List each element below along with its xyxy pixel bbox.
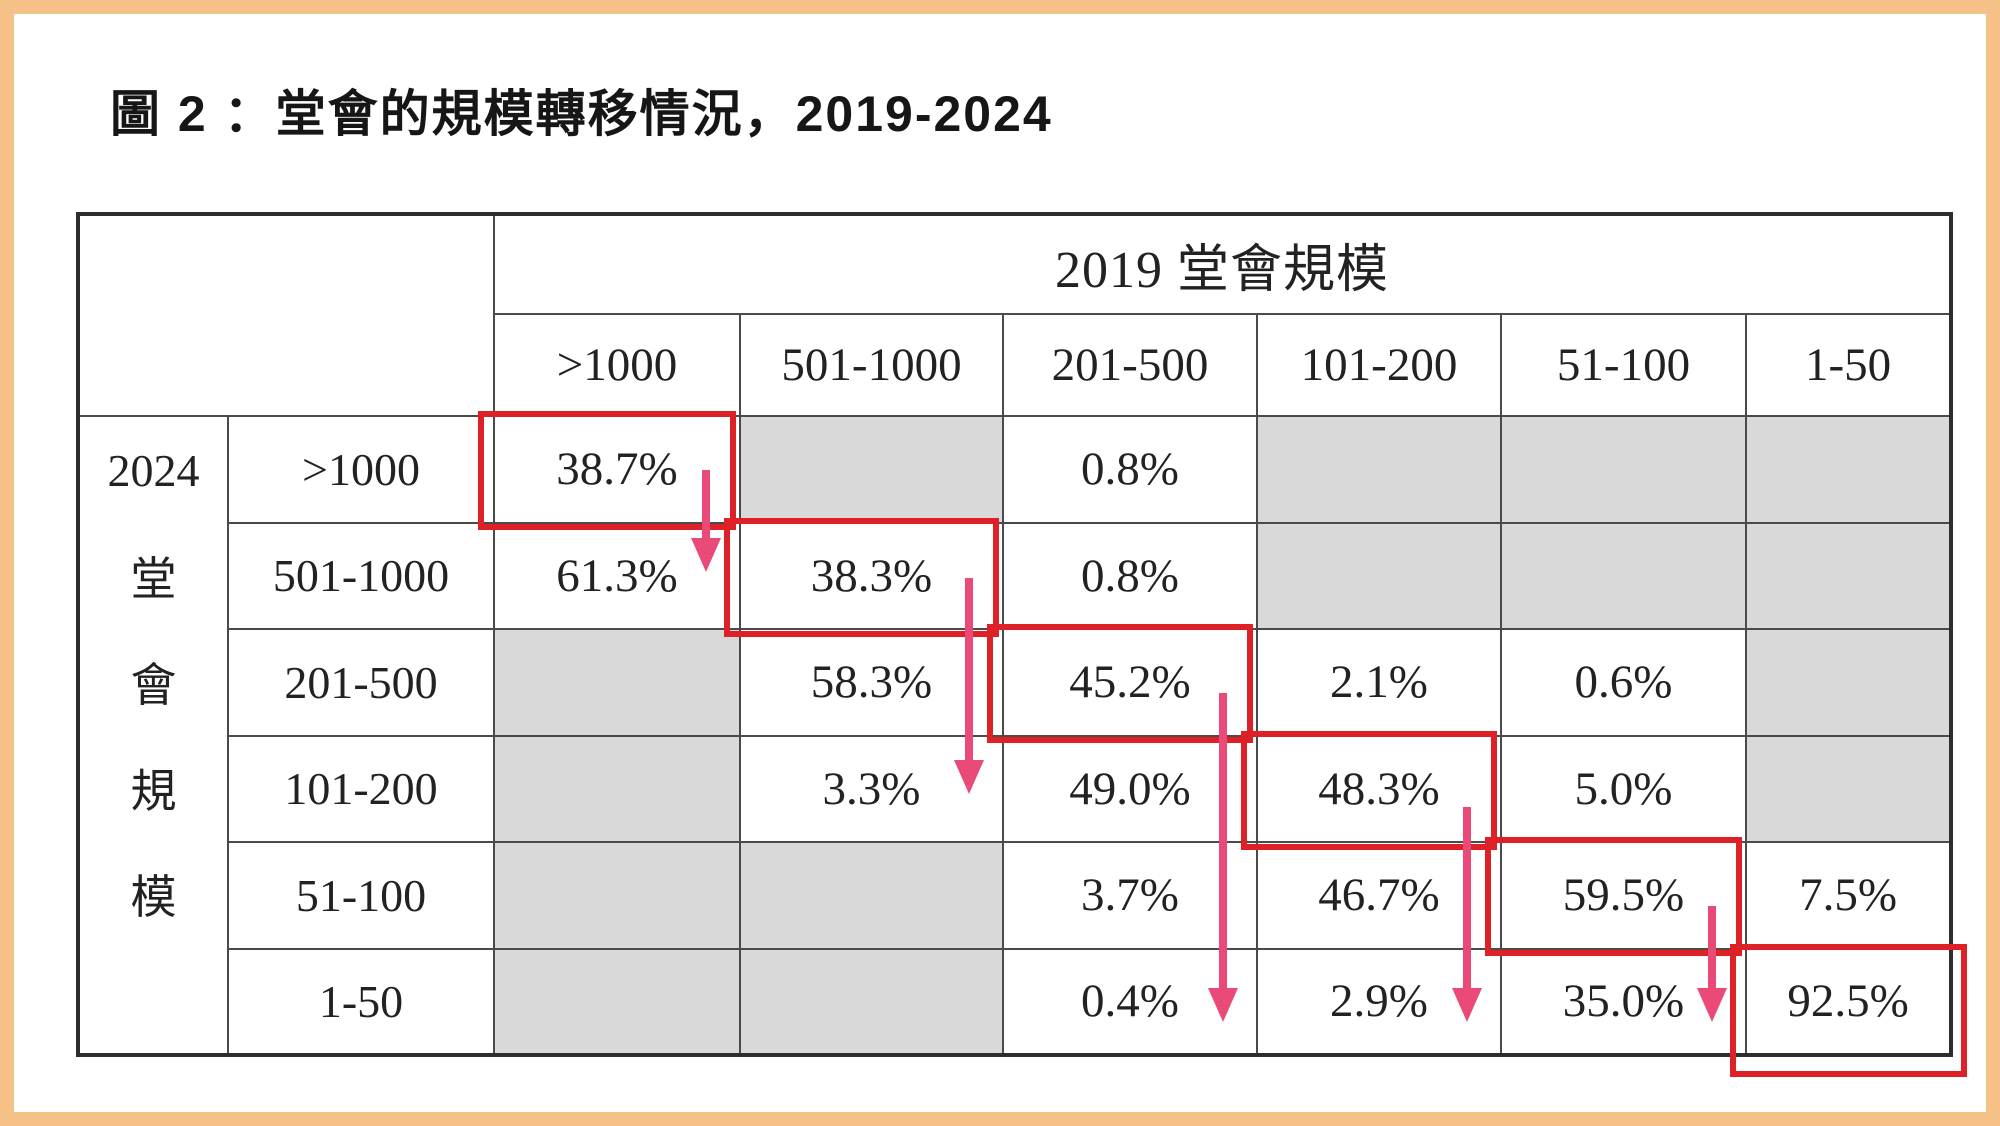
row-group-char: 規	[130, 766, 177, 817]
column-header: 51-100	[1500, 313, 1747, 417]
group-header-row: 2019 堂會規模	[77, 213, 1953, 417]
row-header: >1000	[227, 415, 495, 524]
empty-cell	[739, 841, 1004, 950]
table-row: 201-500 58.3% 45.2% 2.1% 0.6%	[78, 628, 1953, 737]
row-group-char: 2024	[107, 444, 200, 496]
empty-cell	[1256, 521, 1502, 630]
value-cell: 0.6%	[1500, 628, 1747, 737]
row-header: 101-200	[227, 734, 495, 843]
value-cell: 45.2%	[1002, 628, 1258, 737]
table-row: 2024 堂會規模 >1000 38.7% 0.8%	[77, 415, 1953, 1056]
row-group-char: 模	[130, 872, 177, 923]
value-cell: 5.0%	[1500, 734, 1747, 843]
value-cell: 35.0%	[1500, 947, 1747, 1056]
matrix-table: 2019 堂會規模 >1000 501-1000 201-500 101-200 51-…	[76, 212, 1954, 1057]
column-header: 101-200	[1256, 313, 1502, 417]
empty-cell	[1744, 415, 1953, 524]
value-cell: 2.1%	[1256, 628, 1502, 737]
table-row: 101-200 3.3% 49.0% 48.3% 5.0%	[78, 734, 1953, 843]
value-cell: 3.3%	[739, 734, 1004, 843]
value-cell: 48.3%	[1256, 734, 1502, 843]
value-cell: 59.5%	[1500, 841, 1747, 950]
empty-cell	[1744, 521, 1953, 630]
empty-cell	[493, 628, 741, 737]
figure-title: 圖 2 ：堂會的規模轉移情況，2019-2024	[110, 86, 1053, 142]
value-cell: 38.7%	[493, 415, 741, 524]
empty-cell	[1500, 415, 1747, 524]
table-row: 501-1000 61.3% 38.3% 0.8%	[78, 521, 1953, 630]
row-group-char	[80, 947, 227, 1053]
matrix-body: 2024 堂會規模 >1000 38.7% 0.8% 501-1000 61.3% 38.3%…	[77, 415, 1953, 1056]
empty-cell	[739, 947, 1004, 1056]
value-cell: 0.8%	[1002, 521, 1258, 630]
table-row: 1-50 0.4% 2.9% 35.0% 92.5%	[78, 947, 1953, 1056]
empty-cell	[493, 947, 741, 1056]
row-group-char: 堂	[130, 554, 177, 605]
corner-cell	[77, 213, 495, 417]
column-group-header: 2019 堂會規模	[492, 213, 1953, 315]
row-header: 51-100	[227, 841, 495, 950]
transition-matrix: 2019 堂會規模 >1000 501-1000 201-500 101-200 51-…	[76, 212, 1967, 1077]
row-header: 501-1000	[227, 521, 495, 630]
empty-cell	[1500, 521, 1747, 630]
value-cell: 0.4%	[1002, 947, 1258, 1056]
column-header-row: >1000 501-1000 201-500 101-200 51-100 1-50	[78, 313, 1953, 417]
empty-cell	[493, 841, 741, 950]
value-cell: 49.0%	[1002, 734, 1258, 843]
value-cell: 92.5%	[1744, 947, 1953, 1056]
column-header: 501-1000	[739, 313, 1004, 417]
value-cell: 3.7%	[1002, 841, 1258, 950]
value-cell: 61.3%	[493, 521, 741, 630]
value-cell: 38.3%	[739, 521, 1004, 630]
row-group-label: 2024 堂會規模	[77, 415, 229, 1056]
value-cell: 0.8%	[1002, 415, 1258, 524]
value-cell: 7.5%	[1744, 841, 1953, 950]
value-cell: 58.3%	[739, 628, 1004, 737]
empty-cell	[1744, 628, 1953, 737]
row-header: 201-500	[227, 628, 495, 737]
empty-cell	[739, 415, 1004, 524]
column-header: >1000	[493, 313, 741, 417]
row-header: 1-50	[227, 947, 495, 1056]
column-header: 201-500	[1002, 313, 1258, 417]
empty-cell	[1744, 734, 1953, 843]
empty-cell	[493, 734, 741, 843]
row-group-char: 會	[130, 660, 177, 711]
table-row: 51-100 3.7% 46.7% 59.5% 7.5%	[78, 841, 1953, 950]
value-cell: 46.7%	[1256, 841, 1502, 950]
column-header: 1-50	[1744, 313, 1953, 417]
value-cell: 2.9%	[1256, 947, 1502, 1056]
empty-cell	[1256, 415, 1502, 524]
